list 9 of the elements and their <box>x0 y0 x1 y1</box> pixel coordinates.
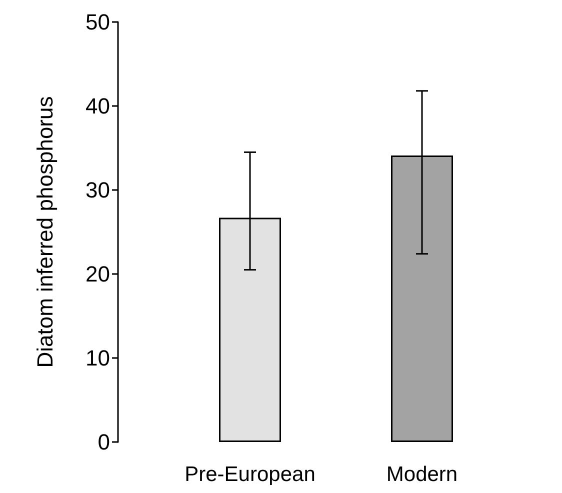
x-tick-label: Pre-European <box>184 463 316 486</box>
y-tick-label: 10 <box>86 346 110 370</box>
y-tick-label: 30 <box>86 178 110 202</box>
x-tick-label: Modern <box>386 463 458 486</box>
y-axis-title: Diatom inferred phosphorus <box>32 96 58 368</box>
y-tick-label: 50 <box>86 10 110 34</box>
y-tick-label: 0 <box>98 430 110 454</box>
y-tick-label: 20 <box>86 262 110 286</box>
y-tick-label: 40 <box>86 94 110 118</box>
